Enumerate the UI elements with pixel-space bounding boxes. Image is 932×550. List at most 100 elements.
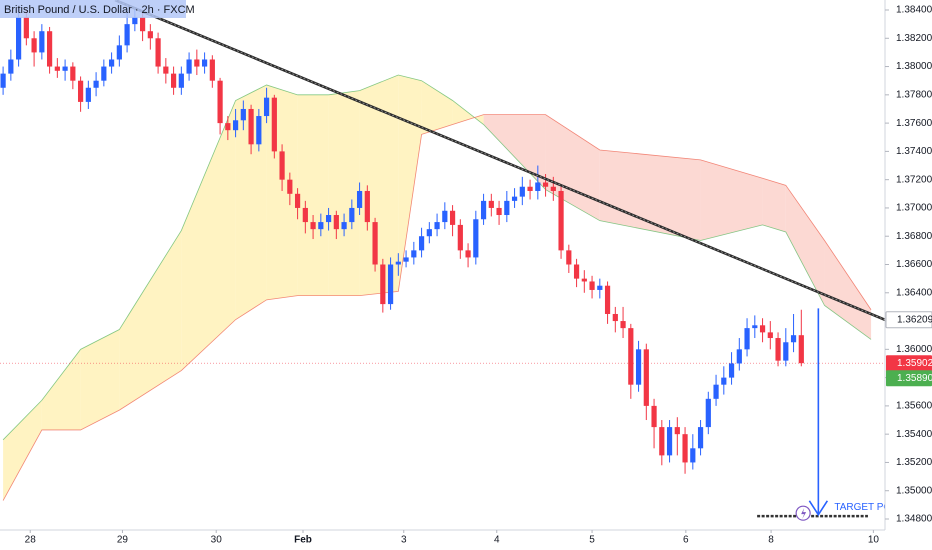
candle-body [728,363,735,378]
target-arrow-head [808,500,829,517]
candle-body [124,24,130,46]
y-tick-label: 1.37000 [896,203,932,214]
candle-body [511,196,518,201]
candle-body [318,222,324,230]
candle-body [209,59,215,81]
price-badge-label: 1.35890 [897,373,932,384]
candle-body [178,73,184,88]
candle-body [294,193,301,208]
x-tick-label: 30 [211,535,223,546]
y-tick-label: 1.35000 [896,485,932,496]
candle-body [434,222,440,230]
cloud-fill [328,90,360,296]
candle-body [101,66,107,81]
candle-body [263,97,270,117]
cloud-fill [181,100,236,371]
candle-body [783,342,789,361]
price-badge [885,311,932,329]
candle-body [589,281,595,290]
candle-body [163,66,169,74]
candle-body [682,434,688,463]
cloud-fill [599,149,701,241]
candle-body [465,250,471,258]
candle-body [155,38,161,67]
price-badge [886,355,932,372]
candle-body [387,264,394,305]
candle-body [426,229,432,237]
candle-body [527,186,533,191]
candle-body [635,349,642,385]
cloud-fill [266,84,298,300]
candle-body [395,261,401,265]
candle-body [550,186,556,191]
y-tick-label: 1.36800 [896,231,932,242]
x-tick-label: 29 [117,535,129,546]
candle-body [519,186,525,197]
candle-body [690,448,696,463]
y-tick-label: 1.38400 [896,5,932,16]
cloud-line [2,74,872,441]
candle-body [217,80,223,124]
candle-body [651,405,657,428]
candle-body [132,17,138,25]
cloud-line [2,114,872,501]
candle-body [271,97,277,152]
x-tick-label: 6 [683,535,689,546]
candle-body [628,328,634,385]
chart-title: British Pound / U.S. Dollar · 2h · FXCM [4,4,195,16]
candle-body [364,190,370,223]
candle-body [93,80,99,88]
price-axis-panel [885,0,932,550]
candle-body [287,179,293,194]
candle-body [62,66,68,71]
y-tick-label: 1.36000 [896,344,932,355]
y-tick-label: 1.38200 [896,33,932,44]
candle-body [147,31,153,39]
y-tick-label: 1.34800 [896,514,932,525]
candle-body [504,200,510,216]
candle-body [418,236,425,251]
candle-body [325,215,332,223]
cloud-fill [483,114,546,190]
y-tick-label: 1.37600 [896,118,932,129]
candle-body [256,116,262,145]
y-tick-label: 1.35400 [896,429,932,440]
x-tick-label: 3 [401,535,407,546]
y-tick-label: 1.37800 [896,89,932,100]
candle-body [139,17,146,32]
x-tick-label: 10 [868,535,880,546]
candle-body [597,285,603,290]
candle-body [744,328,750,350]
candle-body [535,182,541,191]
price-badge [886,370,932,387]
price-badge-label: 1.36209 [897,314,932,325]
candle-body [333,215,339,230]
cloud-fill [421,80,453,135]
candle-body [302,207,308,223]
candle-body [411,250,417,258]
candle-body [666,427,673,456]
candle-body [473,219,479,258]
candle-body [643,349,649,406]
candle-body [488,200,494,208]
plot-area: TARGET POINT [0,0,885,521]
candle-body [736,349,742,364]
candle-body [403,257,409,262]
candle-body [8,59,14,74]
candle-body [790,335,797,343]
candle-body [232,120,239,131]
x-tick-label: Feb [294,535,312,546]
candle-body [225,123,231,131]
cloud-fill [824,240,872,340]
axes: 1.38400 1.38200 1.38000 1.37800 1.37600 1.374… [25,5,932,546]
y-tick-label: 1.35200 [896,457,932,468]
candle-body [380,264,386,305]
x-tick-label: 4 [494,535,500,546]
candle-body [170,73,177,88]
candle-body [349,207,355,223]
target-icon-bolt [801,508,807,520]
candle-body [713,384,719,399]
candle-body [0,73,6,88]
time-axis-panel [0,530,885,550]
